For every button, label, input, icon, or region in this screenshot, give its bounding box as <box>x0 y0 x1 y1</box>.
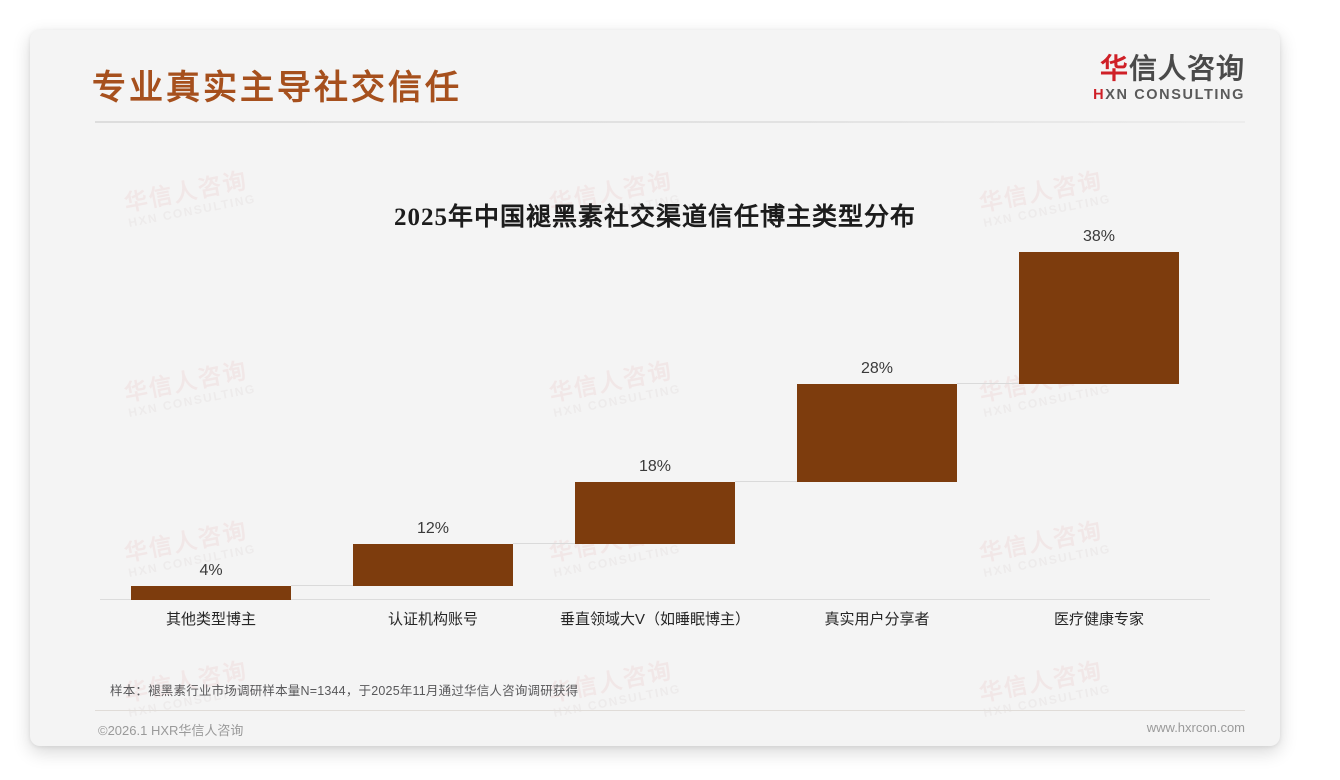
waterfall-connector <box>513 543 575 545</box>
bar-value-label: 4% <box>199 562 223 580</box>
bar-value-label: 28% <box>860 360 894 378</box>
x-axis-label: 认证机构账号 <box>387 611 478 628</box>
bar-slot <box>988 252 1210 600</box>
slide-canvas: 华信人咨询 HXN CONSULTING 华信人咨询 HXN CONSULTING 华信… <box>30 30 1280 746</box>
slide-footer: ©2026.1 HXR华信人咨询 www.hxrcon.com <box>30 711 1280 746</box>
bar-slot <box>322 252 544 600</box>
chart-area: 2025年中国褪黑素社交渠道信任博主类型分布 4% 12% 18% 28% 38% 其他… <box>30 122 1280 678</box>
logo-en-rest: XN CONSULTING <box>1105 87 1245 103</box>
waterfall-connector <box>735 480 797 482</box>
bar-value-label: 18% <box>638 457 672 475</box>
source-note: 样本：褪黑素行业市场调研样本量N=1344，于2025年11月通过华信人咨询调研… <box>110 684 579 698</box>
website-text: www.hxrcon.com <box>1146 720 1245 735</box>
logo-chinese-text: 华信人咨询 <box>1093 56 1245 84</box>
bar[interactable] <box>131 586 291 600</box>
x-axis-labels: 其他类型博主 认证机构账号 垂直领域大V（如睡眠博主） 真实用户分享者 医疗健康专家 <box>100 600 1210 640</box>
bar[interactable] <box>1019 252 1179 385</box>
page-title: 专业真实主导社交信任 <box>92 70 462 107</box>
bar-slot <box>100 252 322 600</box>
bar-slot <box>544 252 766 600</box>
logo-english-text: HXN CONSULTING <box>1093 87 1245 103</box>
logo-rest-chars: 信人咨询 <box>1128 54 1245 85</box>
company-logo: 华信人咨询 HXN CONSULTING <box>1093 56 1245 104</box>
waterfall-connector <box>957 383 1019 385</box>
x-axis-label: 其他类型博主 <box>165 611 256 628</box>
x-axis-label: 医疗健康专家 <box>1053 611 1144 628</box>
x-axis-label: 垂直领域大V（如睡眠博主） <box>559 611 750 628</box>
logo-en-accent-char: H <box>1093 87 1106 103</box>
chart-title: 2025年中国褪黑素社交渠道信任博主类型分布 <box>393 204 916 231</box>
waterfall-plot: 4% 12% 18% 28% 38% <box>100 228 1210 600</box>
bar-value-label: 12% <box>416 520 450 538</box>
logo-accent-char: 华 <box>1099 54 1129 85</box>
bar[interactable] <box>797 384 957 482</box>
bar-value-label: 38% <box>1082 228 1116 245</box>
slide-header: 专业真实主导社交信任 华信人咨询 HXN CONSULTING <box>30 30 1280 123</box>
x-axis-label: 真实用户分享者 <box>824 611 930 628</box>
bar[interactable] <box>575 481 735 545</box>
chart-baseline <box>100 599 1210 600</box>
header-divider <box>95 121 1245 123</box>
copyright-text: ©2026.1 HXR华信人咨询 <box>98 723 244 738</box>
bar-slot <box>766 252 988 600</box>
footer-divider <box>95 710 1245 711</box>
waterfall-connector <box>291 585 353 587</box>
bar[interactable] <box>353 544 513 587</box>
